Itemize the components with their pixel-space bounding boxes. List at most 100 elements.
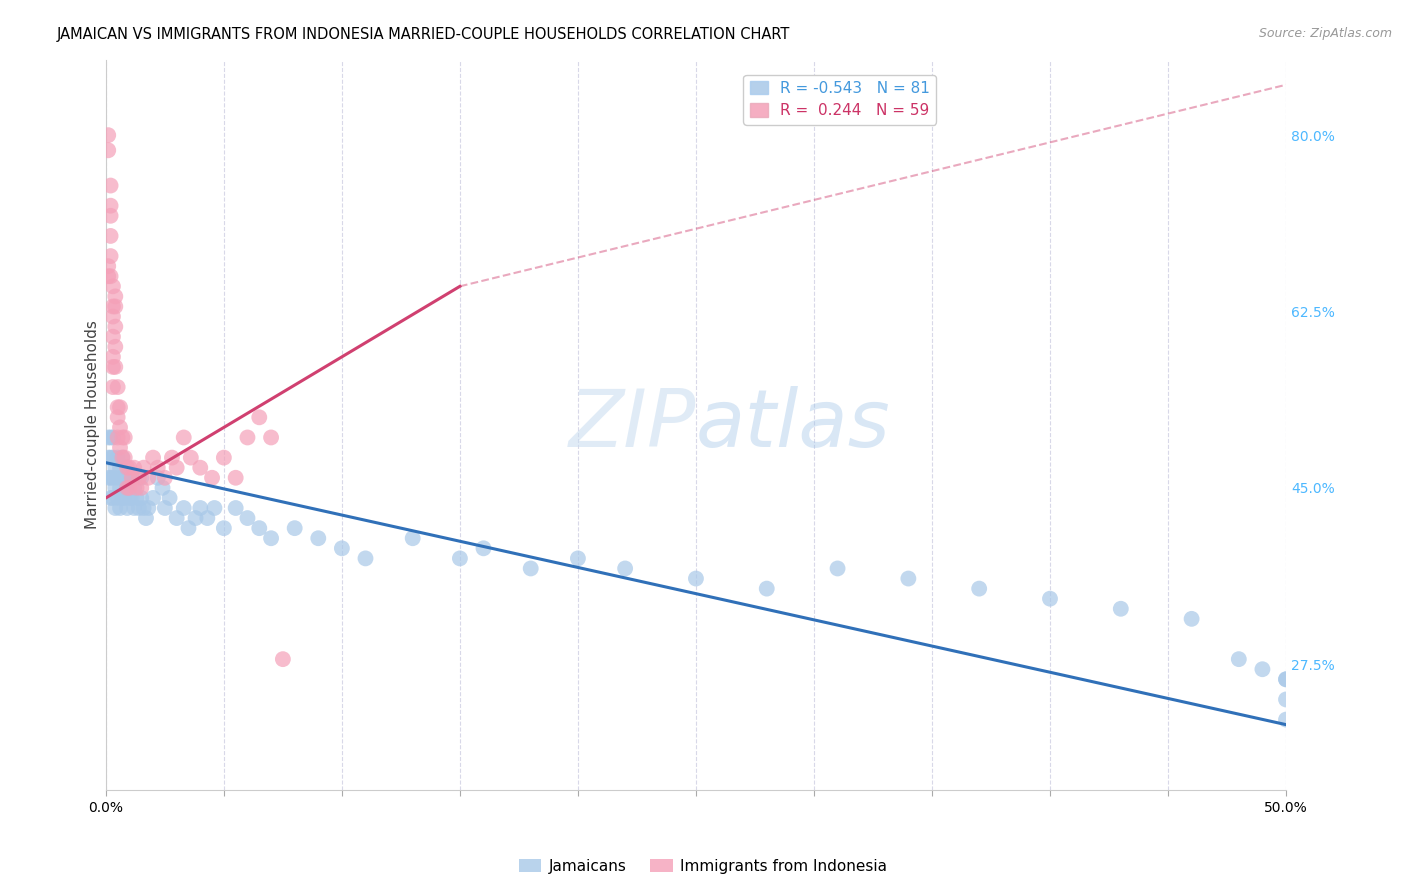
Point: [1109, 601, 1132, 615]
Point: [128, 501, 150, 516]
Point: [1039, 591, 1062, 606]
Point: [104, 359, 127, 374]
Point: [104, 319, 127, 334]
Text: JAMAICAN VS IMMIGRANTS FROM INDONESIA MARRIED-COUPLE HOUSEHOLDS CORRELATION CHAR: JAMAICAN VS IMMIGRANTS FROM INDONESIA MA…: [56, 27, 790, 42]
Point: [132, 460, 155, 475]
Point: [138, 501, 160, 516]
Point: [153, 471, 176, 485]
Point: [146, 460, 169, 475]
Point: [247, 410, 270, 425]
Point: [101, 450, 124, 465]
Point: [101, 279, 124, 293]
Point: [97, 450, 120, 465]
Point: [100, 450, 122, 465]
Point: [212, 450, 235, 465]
Point: [1227, 652, 1250, 666]
Point: [107, 491, 129, 505]
Text: atlas: atlas: [696, 386, 890, 464]
Y-axis label: Married-couple Households: Married-couple Households: [86, 320, 100, 529]
Point: [1251, 662, 1274, 676]
Point: [827, 561, 849, 575]
Point: [129, 481, 152, 495]
Point: [115, 481, 138, 495]
Point: [111, 450, 134, 465]
Point: [122, 460, 145, 475]
Point: [108, 460, 131, 475]
Point: [121, 491, 143, 505]
Point: [97, 128, 120, 143]
Point: [115, 481, 138, 495]
Point: [1275, 673, 1298, 687]
Point: [108, 441, 131, 455]
Point: [152, 481, 174, 495]
Point: [138, 471, 160, 485]
Point: [97, 259, 120, 273]
Point: [107, 410, 129, 425]
Point: [614, 561, 637, 575]
Point: [114, 471, 136, 485]
Point: [107, 380, 129, 394]
Point: [111, 430, 134, 444]
Point: [142, 491, 165, 505]
Point: [111, 491, 134, 505]
Point: [1275, 692, 1298, 706]
Point: [101, 300, 124, 314]
Point: [135, 511, 157, 525]
Point: [260, 430, 283, 444]
Point: [225, 471, 247, 485]
Point: [101, 329, 124, 343]
Point: [108, 420, 131, 434]
Point: [97, 143, 120, 157]
Point: [685, 572, 707, 586]
Point: [195, 511, 218, 525]
Point: [118, 460, 141, 475]
Point: [967, 582, 990, 596]
Point: [173, 430, 195, 444]
Point: [118, 481, 141, 495]
Point: [100, 471, 122, 485]
Point: [204, 501, 226, 516]
Point: [101, 430, 124, 444]
Point: [107, 401, 129, 415]
Point: [125, 481, 148, 495]
Point: [101, 350, 124, 364]
Point: [97, 471, 120, 485]
Text: Source: ZipAtlas.com: Source: ZipAtlas.com: [1258, 27, 1392, 40]
Point: [97, 430, 120, 444]
Point: [104, 289, 127, 303]
Point: [188, 501, 211, 516]
Point: [307, 531, 329, 545]
Point: [354, 551, 377, 566]
Point: [201, 471, 224, 485]
Point: [519, 561, 541, 575]
Point: [184, 511, 207, 525]
Point: [142, 450, 165, 465]
Point: [153, 501, 176, 516]
Point: [402, 531, 425, 545]
Point: [236, 511, 259, 525]
Point: [107, 450, 129, 465]
Point: [1181, 612, 1204, 626]
Point: [104, 460, 127, 475]
Point: [100, 249, 122, 263]
Point: [132, 501, 155, 516]
Point: [100, 199, 122, 213]
Point: [284, 521, 307, 535]
Point: [160, 450, 183, 465]
Point: [225, 501, 247, 516]
Point: [97, 269, 120, 284]
Point: [236, 430, 259, 444]
Point: [1275, 673, 1298, 687]
Point: [122, 501, 145, 516]
Point: [114, 450, 136, 465]
Point: [567, 551, 589, 566]
Point: [107, 471, 129, 485]
Point: [1275, 713, 1298, 727]
Point: [128, 471, 150, 485]
Point: [111, 450, 134, 465]
Point: [118, 491, 141, 505]
Legend: R = -0.543   N = 81, R =  0.244   N = 59: R = -0.543 N = 81, R = 0.244 N = 59: [744, 75, 936, 125]
Text: ZIP: ZIP: [568, 386, 696, 464]
Point: [107, 430, 129, 444]
Point: [159, 491, 181, 505]
